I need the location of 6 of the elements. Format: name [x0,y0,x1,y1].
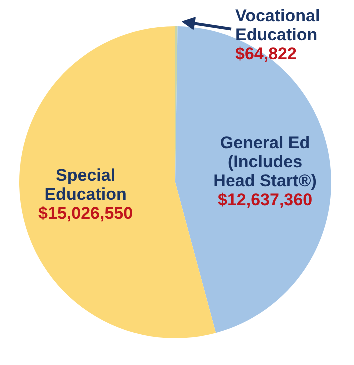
data-label: $64,822 [236,44,297,64]
slice-label: Special Education [44,166,127,204]
data-label: $15,026,550 [38,204,134,223]
data-label: $12,637,360 [218,190,313,210]
slice-label: Vocational Education [236,6,320,44]
slice-label: General Ed (Includes Head Start®) [214,133,317,190]
